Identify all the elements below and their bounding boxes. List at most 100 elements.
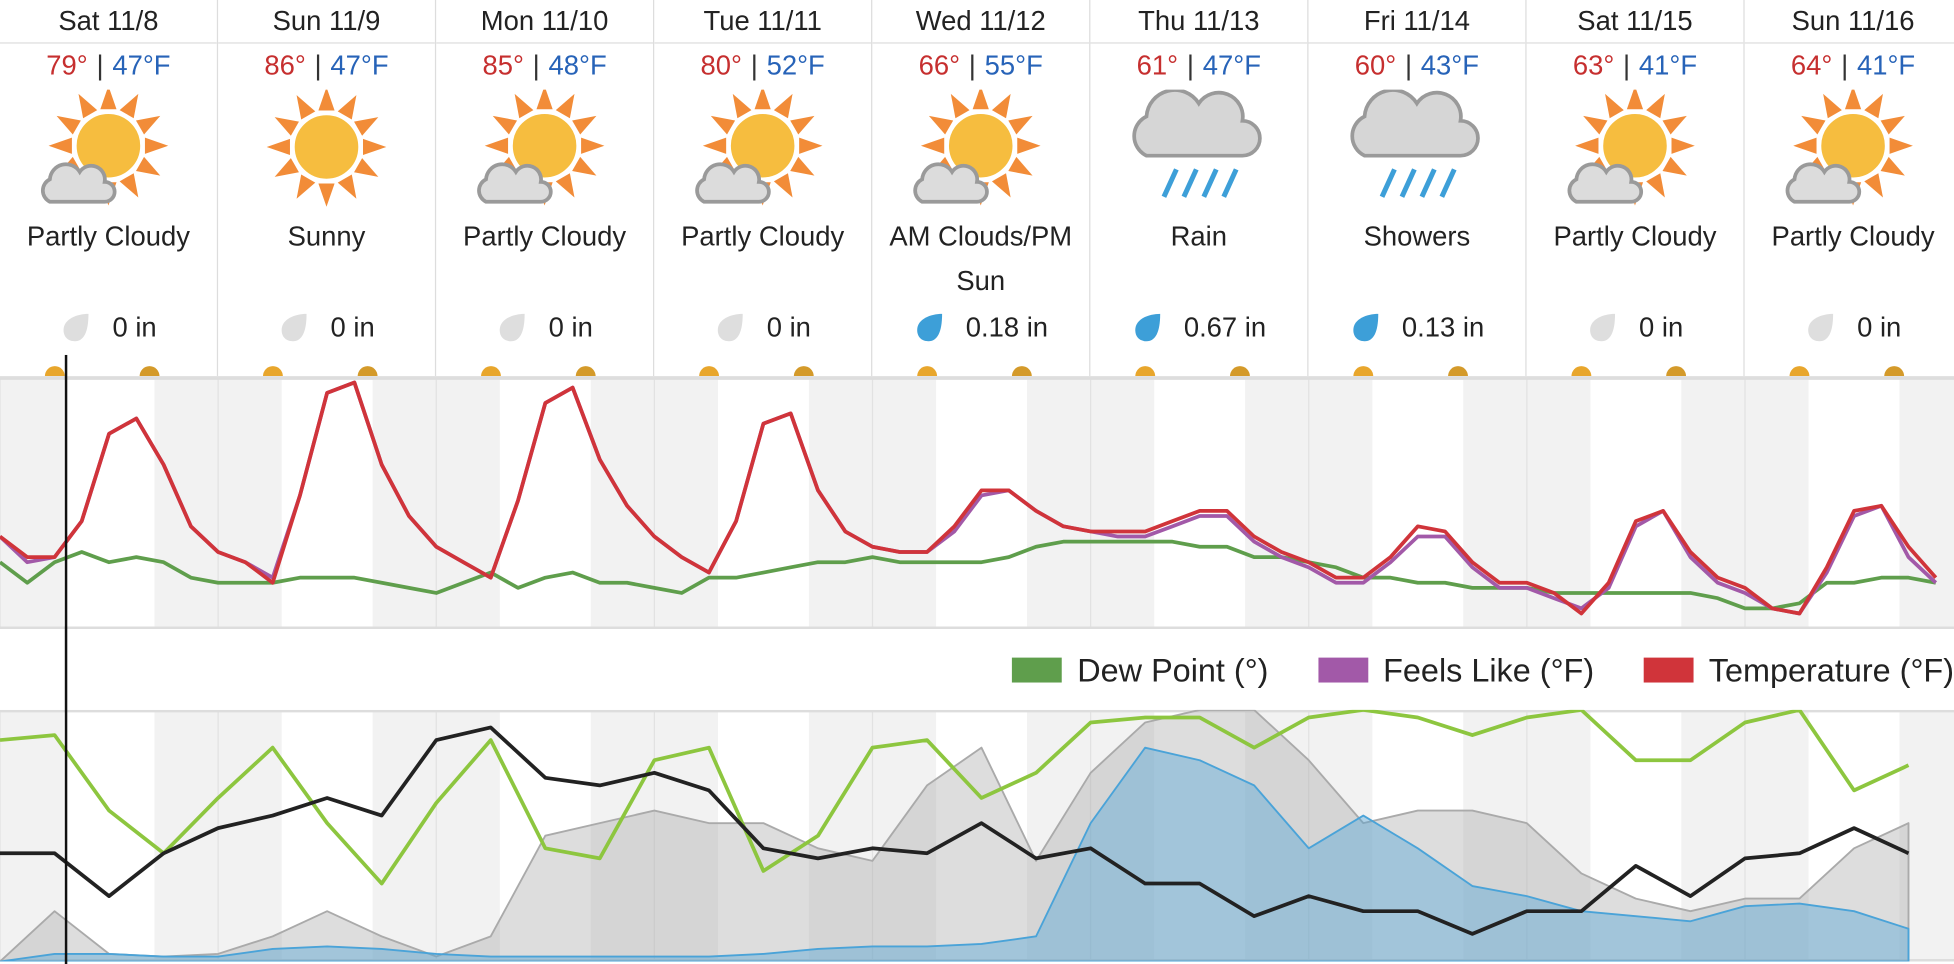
icon-part [1571,366,1592,377]
icon-part [1008,156,1033,176]
icon-part [991,93,1011,119]
icon-part [1666,366,1687,377]
day-column: Sun 11/16 64° | 41°F Partly Cloudy 0 in [1744,0,1954,377]
icon-part [1011,366,1032,377]
day-column: Thu 11/13 61° | 47°F Rain 0.67 in [1090,0,1309,377]
icon-part [1181,168,1199,198]
day-temps: 85° | 48°F [436,47,653,84]
low-temp: 41°F [1638,49,1698,81]
icon-part [991,173,1011,198]
icon-part [281,313,307,342]
icon-part [1844,89,1862,110]
icon-part [718,313,744,342]
icon-part [1817,110,1889,182]
icon-part [1646,93,1665,119]
low-temp: 41°F [1856,49,1916,81]
low-temp: 48°F [548,49,607,81]
icon-part [536,89,553,110]
precip-drop [281,313,307,342]
icon-part [555,93,575,119]
icon-part [514,93,534,119]
icon-part [135,156,161,176]
low-temp: 52°F [766,49,825,81]
day-date: Fri 11/14 [1308,0,1526,44]
area [0,709,1910,962]
sun-times [1135,366,1250,377]
night-band [1899,377,1954,629]
precip-amount: 0 in [330,311,375,343]
high-temp: 80° [700,49,742,81]
icon-part [1567,162,1644,204]
icon-part [1880,115,1905,135]
icon-part [1132,89,1262,158]
icon-part [913,162,989,204]
separator: | [532,49,540,81]
icon-part [1880,156,1905,176]
icon-part [1785,162,1862,204]
icon-part [727,110,799,182]
legend: Dew Point (°) Feels Like (°F) Temperature … [963,648,1954,693]
conditions-chart [0,709,1954,962]
legend-item: Feels Like (°F) [1318,651,1594,690]
icon-part [695,162,771,204]
sun-times [699,366,814,377]
day-column: Sat 11/8 79° | 47°F Partly Cloudy 0 in [0,0,219,377]
series-line [0,539,1937,611]
sun-times [1353,366,1468,377]
current-time-line [64,354,68,964]
icon-part [357,366,378,377]
icon-part [1801,115,1826,135]
icon-part [581,137,605,154]
precip-drop [1590,313,1616,342]
separator: | [1623,49,1631,81]
precip-drop [500,313,525,342]
high-temp: 79° [46,49,88,81]
icon-part [44,366,65,377]
icon-part [1350,89,1480,158]
icon-part [509,110,581,182]
legend-swatch [1318,657,1369,683]
weather-icon [1567,89,1695,206]
icon-part [296,95,316,120]
weather-icon [913,89,1041,206]
icon-part [790,156,815,176]
icon-part [100,89,117,110]
icon-part [1379,168,1397,198]
icon-part [139,366,160,377]
precip-drop [917,313,943,342]
icon-part [1221,168,1239,198]
icon-part [1399,168,1417,198]
icon-part [1605,93,1624,119]
legend-item: Temperature (°F) [1643,651,1954,690]
icon-part [1419,168,1437,198]
day-column: Fri 11/14 60° | 43°F Showers 0.13 in [1308,0,1527,377]
icon-part [1662,115,1687,135]
separator: | [1404,49,1413,81]
icon-part [555,173,575,198]
low-temp: 47°F [330,49,389,81]
day-temps: 61° | 47°F [1090,47,1307,84]
high-temp: 64° [1790,49,1833,81]
icon-part [945,110,1017,182]
precip-row: 0.67 in [1090,305,1307,350]
sun-times [1571,366,1687,377]
condition: Sunny [287,220,366,252]
icon-part [1135,313,1161,342]
icon-part [1626,89,1644,110]
weather-icon [1785,89,1913,206]
icon-part [920,137,945,154]
icon-part [1662,156,1687,176]
separator: | [1841,49,1849,81]
low-temp: 43°F [1420,49,1480,81]
day-temps: 79° | 47°F [0,47,217,84]
condition: Partly Cloudy [1771,220,1935,252]
series-line [0,709,1910,886]
icon-part [1229,366,1250,377]
day-column: Sat 11/15 63° | 41°F Partly Cloudy 0 in [1526,0,1745,377]
icon-part [928,115,954,135]
icon-part [135,115,161,135]
legend-label: Dew Point (°) [1077,650,1269,689]
weather-icon [1350,89,1480,198]
